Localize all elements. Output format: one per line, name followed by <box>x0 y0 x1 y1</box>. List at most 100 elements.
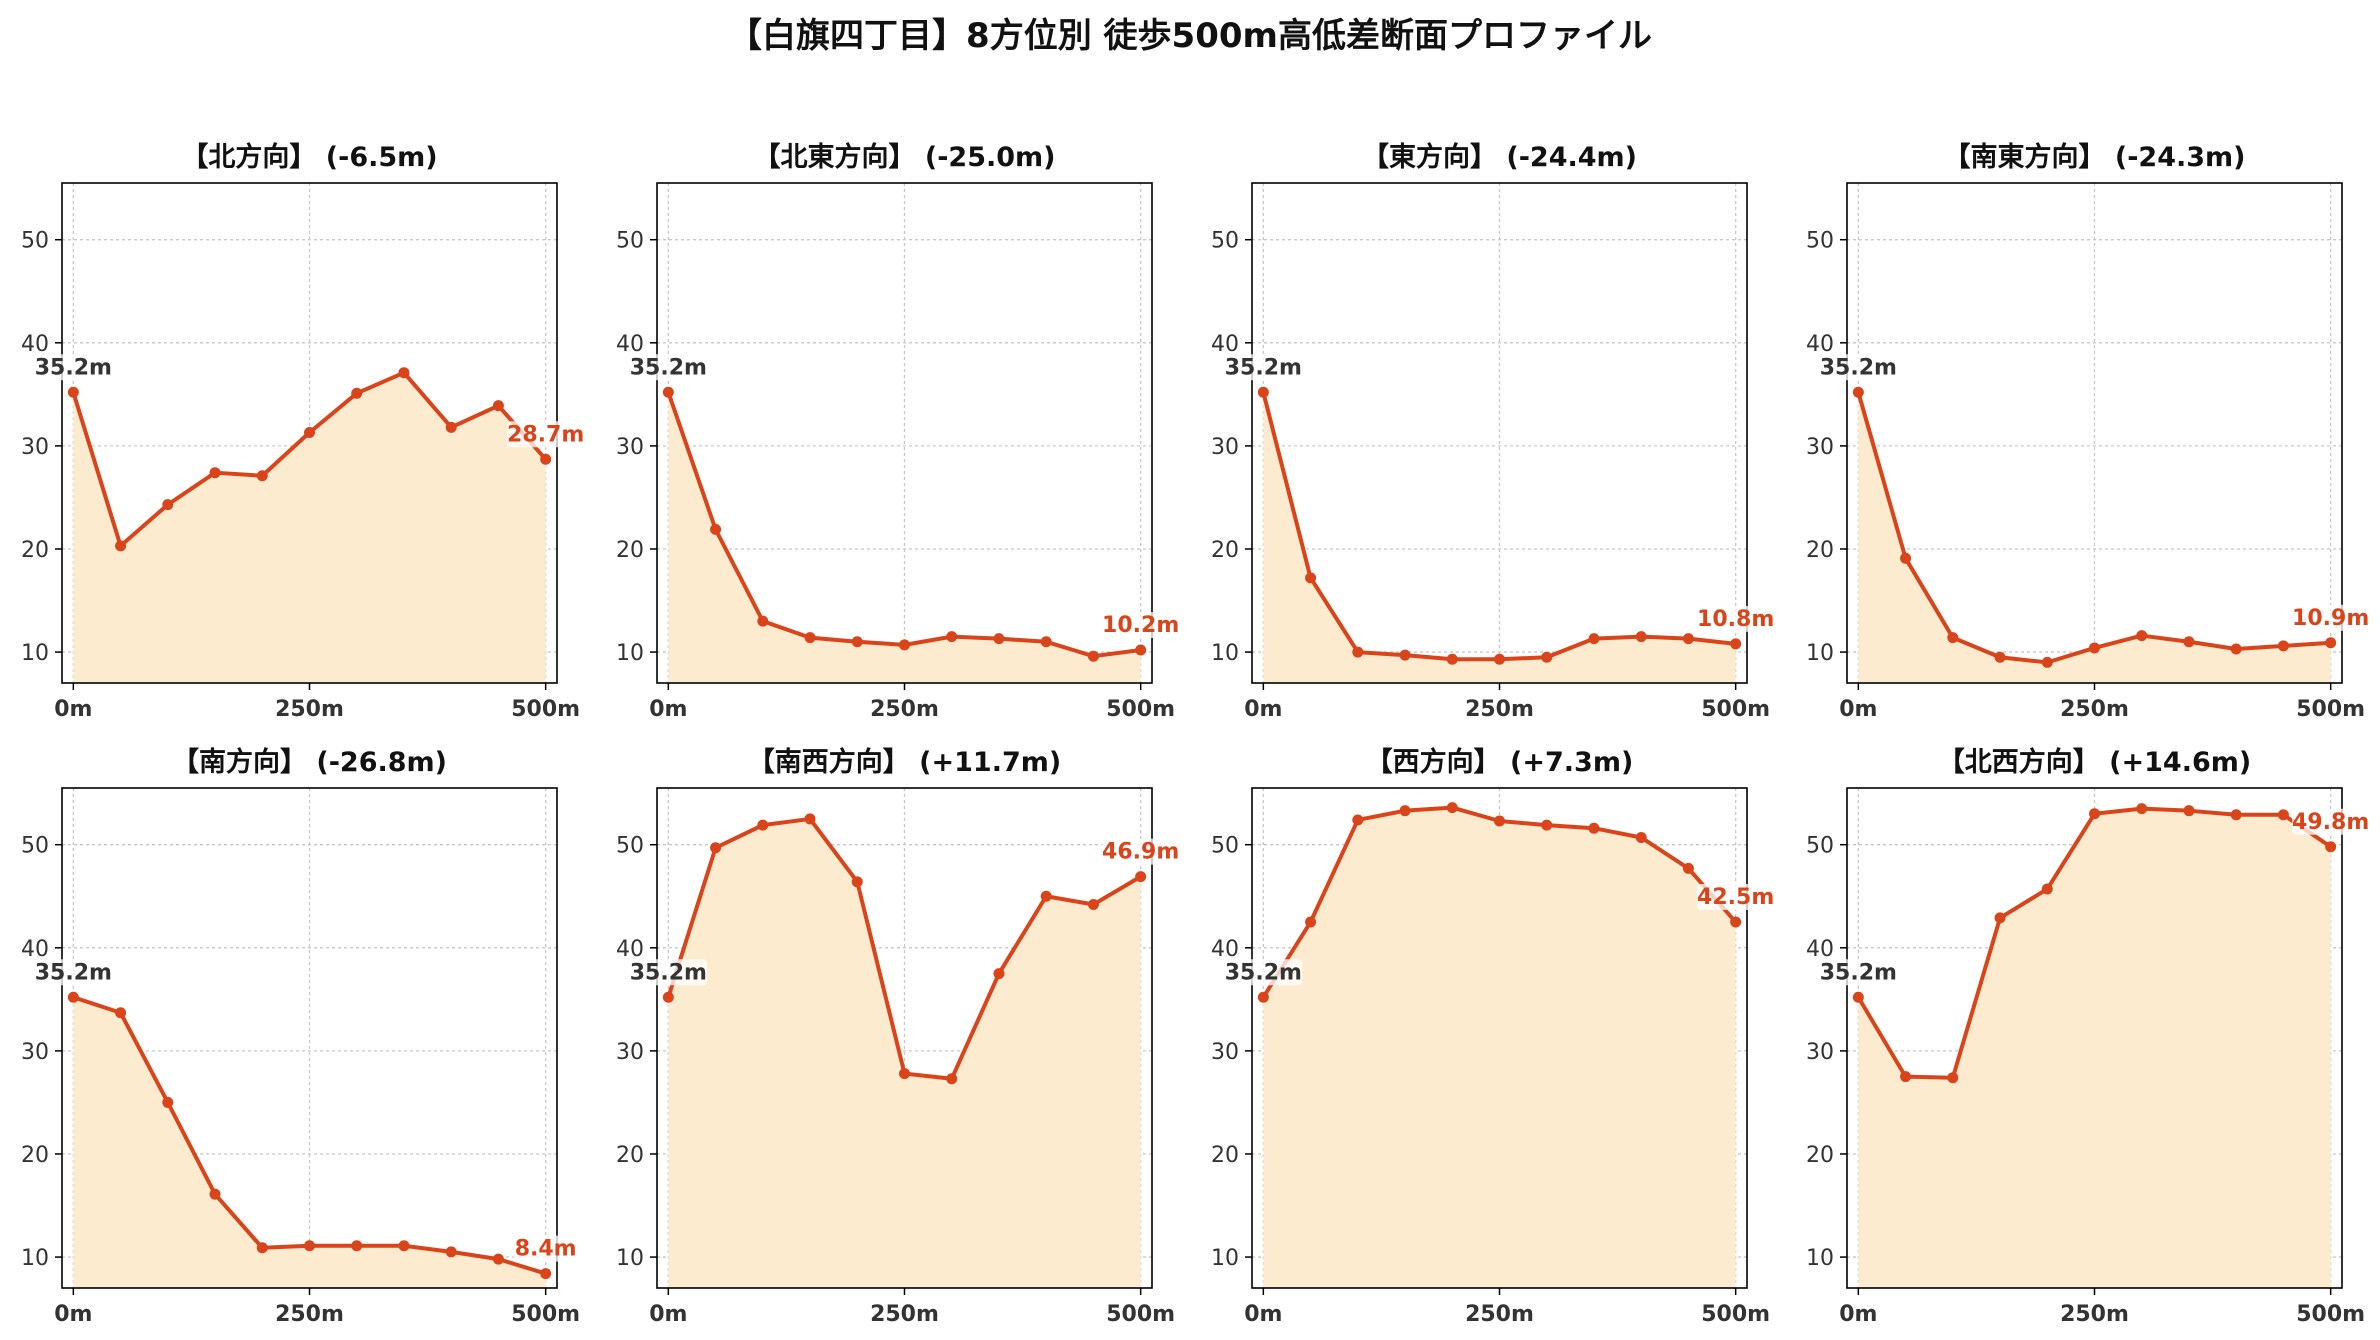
y-tick-label: 30 <box>21 1040 49 1065</box>
y-tick-label: 30 <box>1211 435 1239 460</box>
data-point <box>899 1068 910 1080</box>
end-value-label: 49.8m <box>2292 810 2369 835</box>
data-point <box>710 523 722 535</box>
end-value-label: 28.7m <box>507 422 584 447</box>
data-point <box>1399 649 1411 661</box>
y-tick-label: 40 <box>1806 937 1834 962</box>
y-tick-label: 20 <box>616 538 644 563</box>
x-tick-label: 500m <box>1106 697 1175 722</box>
y-tick-label: 20 <box>1211 1143 1239 1168</box>
start-value-label-bg <box>34 354 113 381</box>
panel-title: 【南方向】 (-26.8m) <box>172 746 447 778</box>
panel-1: 【北方向】 (-6.5m) 0m 250m 500m 10 20 30 40 50 35.2m 28… <box>21 141 585 722</box>
data-point <box>398 367 410 379</box>
data-point <box>398 1240 410 1252</box>
start-value-label: 35.2m <box>1820 960 1897 985</box>
y-tick-label: 10 <box>21 641 49 666</box>
data-point <box>162 1096 174 1108</box>
start-value-label: 35.2m <box>630 960 707 985</box>
end-value-label: 8.4m <box>515 1237 577 1262</box>
y-tick-label: 10 <box>1211 641 1239 666</box>
y-tick-label: 50 <box>21 229 49 254</box>
y-tick-label: 10 <box>1806 1246 1834 1271</box>
y-tick-label: 10 <box>616 641 644 666</box>
data-point <box>304 426 315 438</box>
x-tick-label: 500m <box>1106 1302 1175 1327</box>
data-point <box>710 842 722 854</box>
data-point <box>2183 636 2195 648</box>
data-point <box>445 1246 457 1258</box>
x-tick-label: 500m <box>1701 1302 1770 1327</box>
data-point <box>946 1073 958 1085</box>
data-point <box>993 633 1005 645</box>
x-tick-label: 250m <box>870 697 939 722</box>
y-tick-label: 40 <box>1211 937 1239 962</box>
panel-3: 【東方向】 (-24.4m) 0m 250m 500m 10 20 30 40 50 35.2m 1… <box>1211 141 1775 722</box>
y-tick-label: 30 <box>616 435 644 460</box>
data-point <box>1257 991 1269 1003</box>
y-tick-label: 30 <box>1806 1040 1834 1065</box>
data-point <box>1730 916 1742 928</box>
y-tick-label: 20 <box>1806 1143 1834 1168</box>
data-point <box>1947 632 1959 644</box>
x-tick-label: 250m <box>275 1302 344 1327</box>
start-value-label-bg <box>629 354 708 381</box>
panel-7: 【西方向】 (+7.3m) 0m 250m 500m 10 20 30 40 50 35.2m 42… <box>1211 746 1775 1327</box>
panel-title: 【北西方向】 (+14.6m) <box>1938 746 2251 778</box>
elevation-area <box>1263 392 1736 683</box>
panel-8: 【北西方向】 (+14.6m) 0m 250m 500m 10 20 30 40 50 35.2m… <box>1806 746 2370 1327</box>
x-tick-label: 500m <box>511 1302 580 1327</box>
x-tick-label: 0m <box>1839 1302 1877 1327</box>
data-point <box>2041 656 2053 668</box>
y-tick-label: 20 <box>616 1143 644 1168</box>
data-point <box>304 1240 315 1252</box>
data-point <box>1541 819 1553 831</box>
data-point <box>662 386 674 398</box>
data-point <box>540 453 552 465</box>
data-point <box>2089 808 2100 820</box>
data-point <box>1135 871 1147 883</box>
data-point <box>1494 815 1505 827</box>
x-tick-label: 0m <box>54 1302 92 1327</box>
data-point <box>804 813 816 825</box>
data-point <box>1087 650 1099 662</box>
x-tick-label: 0m <box>54 697 92 722</box>
data-point <box>1588 822 1600 834</box>
y-tick-label: 50 <box>1806 834 1834 859</box>
y-tick-label: 30 <box>1806 435 1834 460</box>
data-point <box>1040 636 1052 648</box>
elevation-area <box>1858 392 2331 683</box>
data-point <box>2041 883 2053 895</box>
data-point <box>1852 386 1864 398</box>
data-point <box>1588 633 1600 645</box>
data-point <box>1135 644 1147 656</box>
end-value-label-bg <box>2291 808 2370 835</box>
y-tick-label: 40 <box>1211 332 1239 357</box>
y-tick-label: 20 <box>1806 538 1834 563</box>
end-value-label: 42.5m <box>1697 885 1774 910</box>
data-point <box>851 876 863 888</box>
elevation-area <box>668 392 1141 683</box>
start-value-label: 35.2m <box>35 355 112 380</box>
y-tick-label: 10 <box>1806 641 1834 666</box>
data-point <box>2136 630 2148 642</box>
y-tick-label: 20 <box>21 1143 49 1168</box>
data-point <box>1305 572 1317 584</box>
y-tick-label: 50 <box>1806 229 1834 254</box>
start-value-label-bg <box>1224 354 1303 381</box>
x-tick-label: 0m <box>649 697 687 722</box>
data-point <box>256 470 268 482</box>
y-tick-label: 50 <box>1211 229 1239 254</box>
data-point <box>993 968 1005 980</box>
data-point <box>1352 646 1364 658</box>
x-tick-label: 500m <box>511 697 580 722</box>
data-point <box>1257 386 1269 398</box>
panel-title: 【南西方向】 (+11.7m) <box>748 746 1061 778</box>
y-tick-label: 50 <box>616 229 644 254</box>
end-value-label: 10.9m <box>2292 606 2369 631</box>
data-point <box>946 631 958 643</box>
data-point <box>1994 651 2006 663</box>
y-tick-label: 20 <box>21 538 49 563</box>
data-point <box>115 1007 127 1019</box>
